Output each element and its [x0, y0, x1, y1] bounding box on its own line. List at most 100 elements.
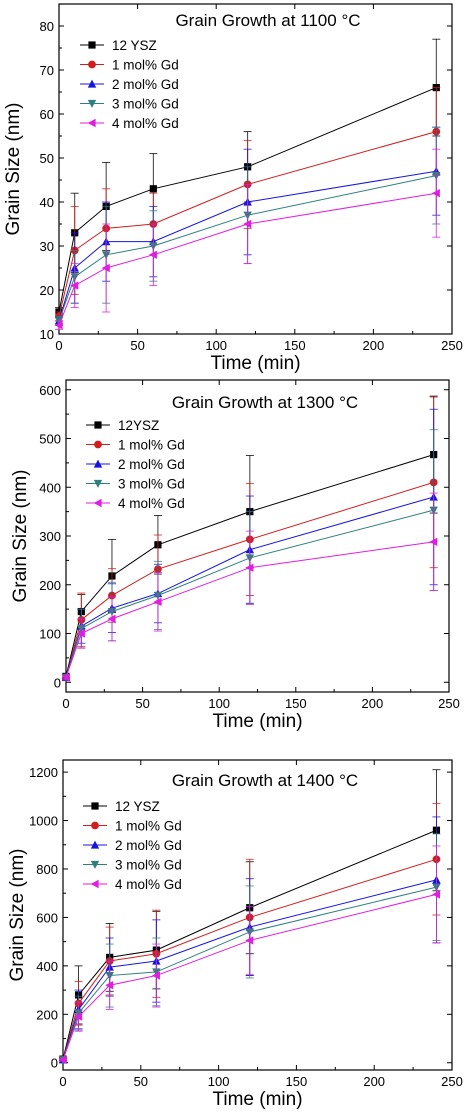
x-tick-label: 200	[363, 338, 385, 353]
y-tick-label: 100	[39, 627, 61, 642]
y-tick-label: 50	[40, 151, 54, 166]
legend-marker	[91, 821, 99, 830]
y-axis-label: Grain Size (nm)	[7, 848, 28, 981]
data-point	[74, 1012, 83, 1021]
x-tick-label: 100	[208, 696, 230, 711]
y-tick-label: 600	[36, 910, 58, 925]
legend-marker	[87, 118, 96, 128]
y-tick-label: 200	[36, 1007, 58, 1022]
legend: 12 YSZ 1 mol% Gd 2 mol% Gd 3 mol% Gd 4 mol% …	[80, 38, 179, 131]
x-tick-label: 250	[441, 338, 463, 353]
legend-marker	[88, 60, 96, 69]
x-tick-label: 100	[205, 338, 227, 353]
series-line	[65, 496, 434, 678]
legend: 12 YSZ 1 mol% Gd 2 mol% Gd 3 mol% Gd 4 mol% …	[83, 799, 182, 892]
data-point	[245, 563, 254, 572]
x-tick-label: 50	[134, 1074, 148, 1089]
y-tick-label: 800	[36, 862, 58, 877]
x-tick-label: 150	[286, 1074, 308, 1089]
legend-label: 12YSZ	[118, 418, 159, 433]
legend-marker	[90, 860, 100, 869]
legend-label: 2 mol% Gd	[115, 838, 182, 853]
x-tick-label: 50	[130, 338, 144, 353]
y-tick-label: 1200	[29, 765, 58, 780]
data-point	[58, 1055, 67, 1065]
y-tick-label: 0	[54, 675, 61, 690]
legend-label: 3 mol% Gd	[118, 477, 185, 492]
x-tick-label: 0	[55, 338, 62, 353]
x-tick-label: 0	[62, 696, 69, 711]
y-tick-label: 400	[36, 959, 58, 974]
data-point	[243, 219, 252, 229]
data-point	[153, 597, 162, 607]
series-line	[62, 879, 437, 1060]
x-axis-label: Time (min)	[210, 353, 300, 374]
chart-title: Grain Growth at 1400 °C	[172, 771, 358, 790]
series-line	[62, 893, 437, 1060]
y-tick-label: 1000	[29, 814, 58, 829]
legend-marker	[88, 41, 96, 49]
x-axis-label: Time (min)	[212, 1089, 302, 1110]
y-tick-label: 40	[40, 195, 54, 210]
legend-label: 3 mol% Gd	[115, 858, 182, 873]
data-point	[429, 537, 438, 547]
legend-label: 1 mol% Gd	[112, 58, 179, 73]
data-point	[105, 981, 114, 990]
y-tick-label: 500	[39, 432, 61, 447]
chart-title: Grain Growth at 1100 °C	[175, 11, 360, 30]
data-point	[245, 936, 254, 945]
y-tick-label: 30	[40, 239, 54, 254]
legend-marker	[91, 802, 99, 810]
series-4	[58, 845, 441, 1065]
data-point	[54, 321, 63, 330]
data-point	[432, 890, 441, 899]
y-tick-label: 200	[39, 578, 61, 593]
x-tick-label: 200	[363, 1074, 385, 1089]
data-point	[148, 250, 157, 259]
y-tick-label: 60	[40, 107, 54, 122]
series-4	[61, 492, 438, 682]
legend-marker	[90, 879, 99, 889]
x-tick-label: 250	[438, 696, 460, 711]
data-point	[70, 281, 79, 290]
chart-title: Grain Growth at 1300 °C	[172, 393, 358, 412]
data-point	[107, 614, 116, 624]
legend-label: 4 mol% Gd	[115, 877, 182, 892]
x-tick-label: 100	[208, 1074, 230, 1089]
y-tick-label: 80	[40, 19, 54, 34]
legend-marker	[94, 421, 102, 429]
legend-label: 4 mol% Gd	[118, 496, 185, 511]
series-line	[65, 541, 434, 678]
data-point	[61, 673, 70, 682]
legend-label: 4 mol% Gd	[112, 116, 179, 131]
series-4	[54, 148, 441, 331]
data-point	[76, 629, 85, 638]
y-tick-label: 20	[40, 283, 54, 298]
chart-panel-1300c: 0 50 100 150 200 250 0 100 200 300 400 500 600 Time (…	[10, 379, 460, 732]
plot-frame	[58, 3, 453, 335]
series-line	[58, 170, 437, 321]
legend-marker	[93, 459, 103, 468]
series-line	[58, 131, 437, 317]
legend-marker	[90, 840, 100, 849]
chart-panel-1100c: 0 50 100 150 200 250 10 20 30 40 50 60 70 80 Time (min…	[3, 3, 463, 374]
y-axis-label: Grain Size (nm)	[10, 469, 31, 602]
legend-marker	[87, 79, 97, 88]
y-tick-label: 600	[39, 383, 61, 398]
x-tick-label: 150	[284, 338, 306, 353]
legend-label: 2 mol% Gd	[112, 77, 179, 92]
legend-marker	[87, 99, 97, 108]
legend-marker	[93, 479, 103, 488]
legend-marker	[93, 498, 102, 508]
x-tick-label: 250	[441, 1074, 463, 1089]
series-line	[62, 886, 437, 1060]
data-point	[101, 263, 110, 273]
data-point	[151, 971, 160, 980]
series-line	[58, 175, 437, 321]
y-tick-label: 70	[40, 63, 54, 78]
series-line	[65, 509, 434, 678]
x-tick-label: 0	[59, 1074, 66, 1089]
y-tick-label: 300	[39, 529, 61, 544]
legend-label: 12 YSZ	[112, 38, 157, 53]
